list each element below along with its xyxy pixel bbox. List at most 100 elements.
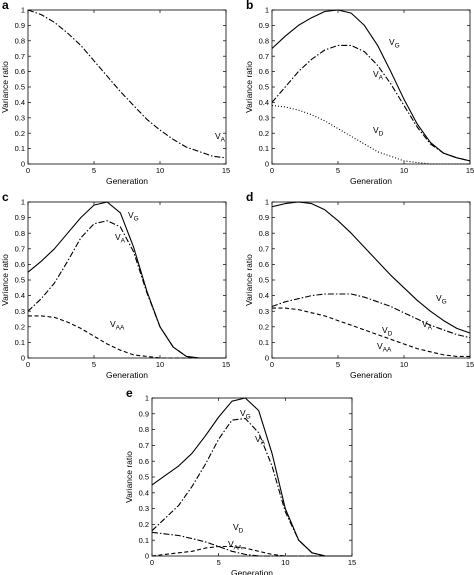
x-tick-label: 5 (217, 558, 221, 567)
series-label-d-symbol: V (373, 125, 379, 135)
y-tick-label: 0.3 (259, 307, 269, 316)
x-tick-label: 15 (222, 166, 230, 175)
series-label-a-symbol: V (115, 232, 121, 242)
series-label-aa-subscript: AA (383, 347, 392, 354)
y-tick-label: 0.4 (15, 98, 25, 107)
series-label-g: VG (128, 210, 139, 223)
y-tick-label: 0.4 (259, 291, 269, 300)
panel-c: c00.10.20.30.40.50.60.70.80.910 5 10 15Gene… (0, 190, 230, 380)
series-label-g: VG (389, 37, 400, 50)
series-label-g-symbol: V (389, 37, 395, 47)
series-label-a-subscript: A (428, 325, 433, 332)
series-line-v-a (151, 417, 352, 557)
y-tick-label: 0 (21, 354, 25, 363)
x-tick-label: 10 (156, 360, 164, 369)
y-tick-label: 0.2 (259, 129, 269, 138)
x-tick-label: 0 (270, 166, 274, 175)
x-tick-label: 0 (270, 360, 274, 369)
y-tick-label: 0 (265, 160, 269, 169)
panel-a: a00.10.20.30.40.50.60.70.80.910 5 10 15Gene… (0, 0, 230, 186)
series-label-a-subscript: A (379, 75, 384, 82)
series-label-g-subscript: G (134, 216, 139, 223)
series-line-v-d (271, 104, 470, 165)
series-label-g-subscript: G (442, 299, 447, 306)
y-tick-label: 0.2 (139, 520, 149, 529)
series-label-d: VD (373, 125, 384, 138)
y-tick-label: 0 (145, 552, 149, 561)
series-label-a: VA (422, 319, 433, 332)
panel-letter: d (246, 190, 253, 204)
series-label-d-subscript: D (379, 131, 384, 138)
series-label-a-symbol: V (215, 131, 221, 141)
y-axis-title: Variance ratio (124, 451, 134, 503)
series-line-v-a (27, 220, 226, 359)
series-line-v-aa (151, 545, 352, 557)
plot-frame (151, 397, 353, 557)
series-label-a-subscript: A (261, 440, 266, 447)
y-tick-label: 0.3 (15, 113, 25, 122)
panel-d: d00.10.20.30.40.50.60.70.80.910 5 10 15Gene… (244, 190, 474, 380)
y-tick-label: 0.5 (259, 276, 269, 285)
series-label-aa-symbol: V (110, 319, 116, 329)
y-tick-label: 0.9 (259, 21, 269, 30)
y-tick-label: 0.7 (259, 244, 269, 253)
panel-letter: a (2, 0, 9, 12)
series-label-aa: VAA (110, 319, 125, 332)
x-axis-title: Generation (350, 176, 392, 186)
y-tick-label: 1 (265, 6, 269, 15)
y-tick-label: 0.9 (259, 213, 269, 222)
plot-frame (27, 201, 227, 359)
series-label-g: VG (436, 293, 447, 306)
series-line-v-d (272, 307, 470, 357)
y-tick-label: 0.6 (139, 457, 149, 466)
plot-frame (27, 9, 227, 165)
series-line-v-a (271, 293, 471, 339)
series-label-a-symbol: V (373, 69, 379, 79)
x-tick-label: 15 (348, 558, 356, 567)
y-tick-label: 0.7 (15, 52, 25, 61)
y-tick-label: 0.3 (15, 307, 25, 316)
x-tick-label: 15 (466, 360, 474, 369)
x-tick-label: 10 (400, 360, 408, 369)
y-tick-label: 0 (21, 160, 25, 169)
series-line-v-g (27, 201, 226, 359)
series-line-v-g (271, 201, 471, 334)
series-label-a-symbol: V (255, 434, 261, 444)
y-tick-label: 1 (21, 198, 25, 207)
x-axis-title: Generation (350, 370, 392, 380)
y-tick-label: 0 (265, 354, 269, 363)
x-tick-label: 5 (336, 166, 340, 175)
y-tick-label: 0.6 (15, 260, 25, 269)
series-label-g-subscript: G (246, 414, 251, 421)
y-axis-title: Variance ratio (244, 61, 254, 113)
y-tick-label: 0.1 (259, 338, 269, 347)
x-axis-title: Generation (106, 176, 148, 186)
panel-letter: c (2, 190, 9, 204)
y-tick-label: 1 (265, 198, 269, 207)
y-tick-label: 0.8 (15, 229, 25, 238)
series-line-v-a (27, 9, 227, 159)
series-label-aa: VAA (377, 341, 392, 354)
x-tick-label: 15 (222, 360, 230, 369)
series-label-a: VA (373, 69, 384, 82)
series-label-d: VD (233, 522, 244, 535)
series-label-aa-subscript: AA (116, 325, 125, 332)
series-line-v-g (151, 397, 352, 557)
y-tick-label: 0.9 (139, 409, 149, 418)
x-tick-label: 10 (156, 166, 164, 175)
y-tick-label: 0.5 (139, 473, 149, 482)
x-tick-label: 10 (400, 166, 408, 175)
x-tick-label: 0 (150, 558, 154, 567)
x-tick-label: 5 (92, 360, 96, 369)
series-label-a-subscript: A (121, 238, 126, 245)
series-label-g-symbol: V (128, 210, 134, 220)
series-label-a: VA (215, 131, 226, 144)
panel-e: e00.10.20.30.40.50.60.70.80.910 5 10 15Gene… (124, 386, 356, 575)
series-label-g: VG (240, 408, 251, 421)
series-label-g-symbol: V (436, 293, 442, 303)
series-label-a-subscript: A (221, 137, 226, 144)
y-tick-label: 0.2 (15, 129, 25, 138)
y-tick-label: 0.3 (139, 504, 149, 513)
